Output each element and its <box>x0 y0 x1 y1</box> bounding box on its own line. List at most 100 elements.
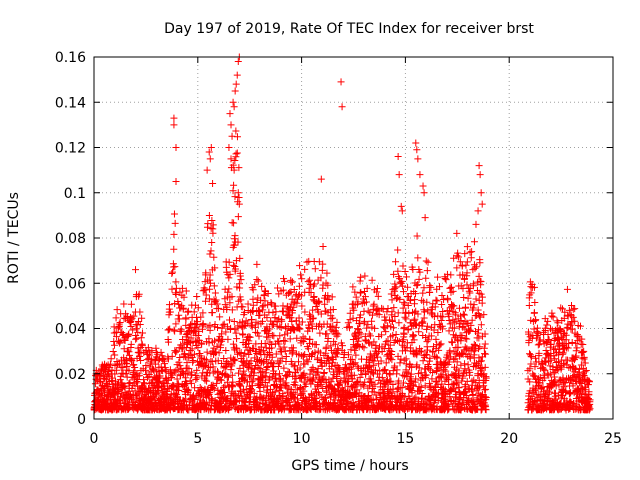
data-point <box>96 377 104 385</box>
data-point <box>317 274 325 282</box>
data-point <box>562 388 570 396</box>
data-point <box>273 396 281 404</box>
data-point <box>111 351 119 359</box>
data-point <box>171 219 179 227</box>
data-point <box>357 288 365 296</box>
data-point <box>181 381 189 389</box>
data-point <box>116 338 124 346</box>
data-point <box>233 335 241 343</box>
data-point <box>527 289 535 297</box>
data-point <box>230 181 238 189</box>
data-point <box>441 274 449 282</box>
data-point <box>443 270 451 278</box>
data-point <box>423 325 431 333</box>
data-point <box>230 166 238 174</box>
data-point <box>179 345 187 353</box>
data-point <box>368 311 376 319</box>
data-point <box>361 272 369 280</box>
data-point <box>235 200 243 208</box>
data-point <box>196 384 204 392</box>
data-point <box>407 370 415 378</box>
data-point <box>526 402 534 410</box>
data-point <box>337 78 345 86</box>
data-point <box>118 390 126 398</box>
data-point <box>350 360 358 368</box>
data-point <box>278 354 286 362</box>
data-point <box>571 353 579 361</box>
data-point <box>215 349 223 357</box>
data-point <box>454 379 462 387</box>
data-point <box>248 386 256 394</box>
data-point <box>369 396 377 404</box>
data-point <box>333 372 341 380</box>
data-point <box>187 334 195 342</box>
data-point <box>179 305 187 313</box>
data-point <box>388 356 396 364</box>
data-point <box>257 296 265 304</box>
data-point <box>396 295 404 303</box>
data-point <box>482 406 490 414</box>
data-point <box>172 278 180 286</box>
data-point <box>575 368 583 376</box>
data-point <box>236 364 244 372</box>
data-point <box>382 338 390 346</box>
data-point <box>414 281 422 289</box>
x-tick-label-0: 0 <box>90 431 99 447</box>
data-point <box>482 403 490 411</box>
data-point <box>198 340 206 348</box>
data-point <box>289 306 297 314</box>
data-point <box>278 317 286 325</box>
data-point <box>347 346 355 354</box>
data-point <box>458 349 466 357</box>
data-point <box>351 288 359 296</box>
data-point <box>534 330 542 338</box>
data-point <box>408 363 416 371</box>
data-point <box>531 363 539 371</box>
data-point <box>469 282 477 290</box>
data-point <box>466 326 474 334</box>
data-point <box>280 275 288 283</box>
data-point <box>432 296 440 304</box>
data-point <box>294 295 302 303</box>
data-point <box>230 317 238 325</box>
data-point <box>473 359 481 367</box>
data-point <box>236 381 244 389</box>
data-point <box>279 392 287 400</box>
data-point <box>152 344 160 352</box>
data-point <box>184 331 192 339</box>
data-point <box>465 327 473 335</box>
data-point <box>194 332 202 340</box>
data-point <box>414 310 422 318</box>
data-point <box>301 335 309 343</box>
data-point <box>217 376 225 384</box>
data-point <box>248 316 256 324</box>
data-point <box>188 345 196 353</box>
data-point <box>478 357 486 365</box>
data-point <box>565 306 573 314</box>
data-point <box>305 284 313 292</box>
data-point <box>248 378 256 386</box>
data-point <box>334 345 342 353</box>
data-point <box>234 58 242 66</box>
data-point <box>269 321 277 329</box>
data-point <box>320 368 328 376</box>
data-point <box>318 266 326 274</box>
data-point <box>241 399 249 407</box>
data-point <box>439 325 447 333</box>
data-point <box>454 249 462 257</box>
data-point <box>524 367 532 375</box>
data-point <box>532 316 540 324</box>
data-point <box>130 361 138 369</box>
data-point <box>399 371 407 379</box>
data-point <box>322 394 330 402</box>
data-point <box>551 389 559 397</box>
data-point <box>125 351 133 359</box>
data-point <box>206 271 214 279</box>
data-point <box>231 232 239 240</box>
data-point <box>166 325 174 333</box>
data-point <box>231 193 239 201</box>
data-point <box>290 325 298 333</box>
data-point <box>151 390 159 398</box>
data-point <box>412 393 420 401</box>
chart-title: Day 197 of 2019, Rate Of TEC Index for r… <box>164 21 534 37</box>
